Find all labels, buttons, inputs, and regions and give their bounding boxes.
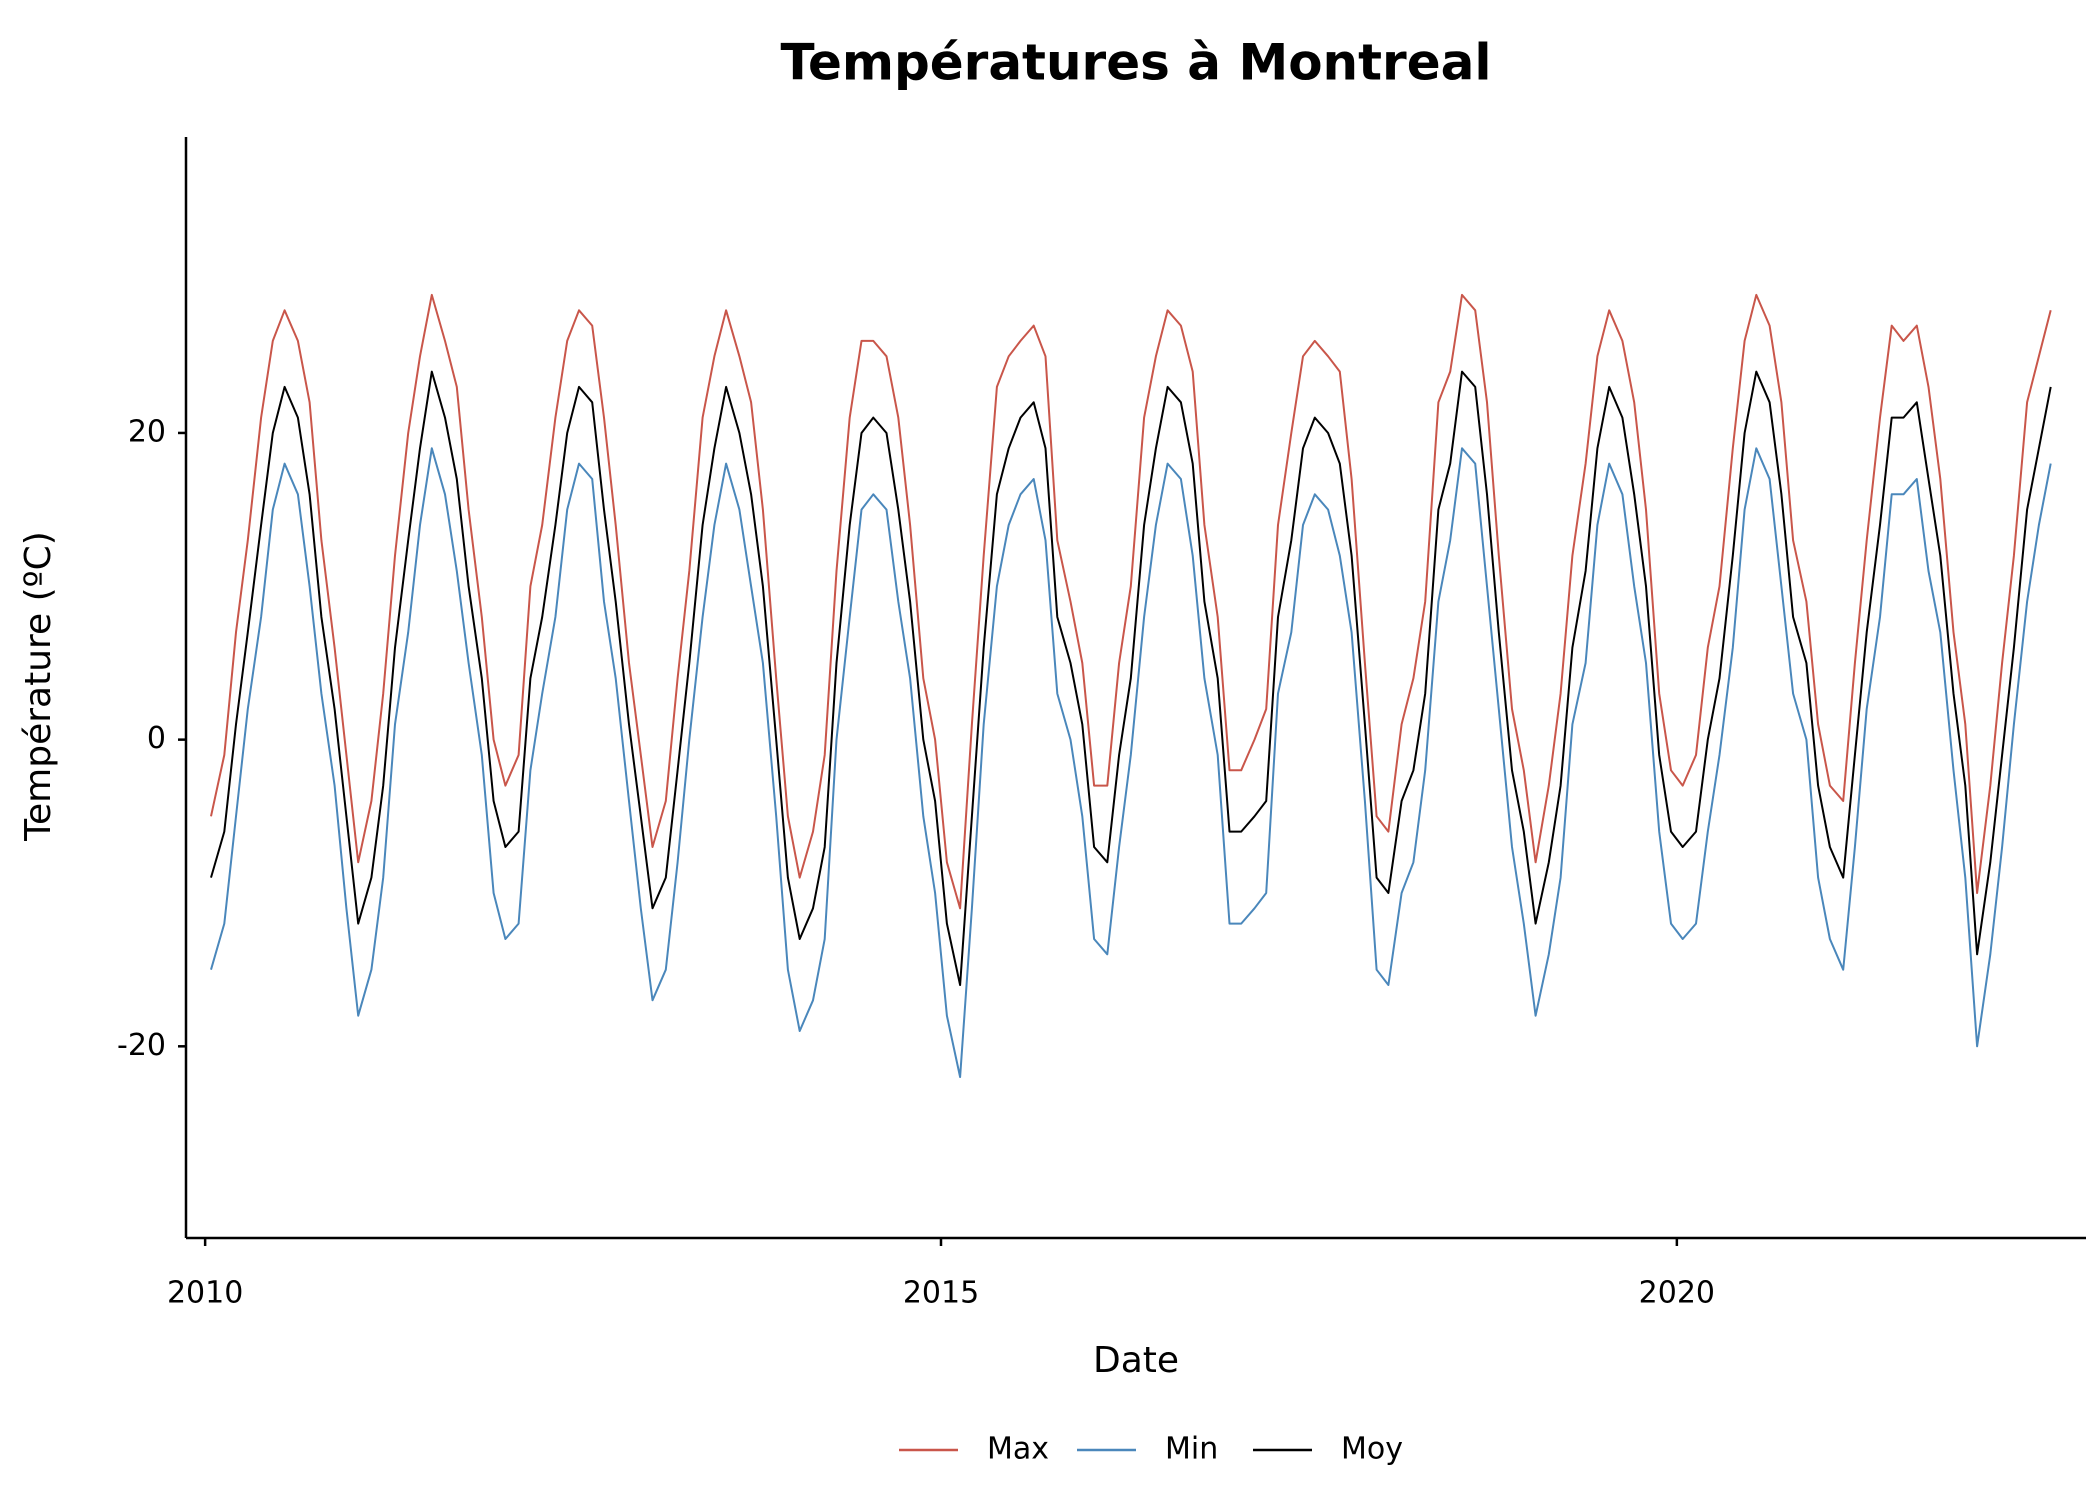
legend-label: Min <box>1165 1432 1218 1467</box>
legend-label: Moy <box>1341 1432 1403 1467</box>
x-tick-label: 2020 <box>1639 1276 1715 1311</box>
y-tick-label: 0 <box>147 721 166 756</box>
y-axis-label: Température (ºC) <box>18 531 59 842</box>
legend-label: Max <box>987 1432 1049 1467</box>
x-tick-label: 2015 <box>903 1276 979 1311</box>
y-tick-label: 20 <box>128 414 166 449</box>
y-tick-label: -20 <box>117 1028 166 1063</box>
x-axis-label: Date <box>1093 1340 1179 1381</box>
series-line <box>210 293 2052 910</box>
series-line <box>210 370 2052 986</box>
series-line <box>210 447 2052 1078</box>
chart-title: Températures à Montreal <box>780 34 1491 92</box>
x-tick-label: 2010 <box>167 1276 243 1311</box>
